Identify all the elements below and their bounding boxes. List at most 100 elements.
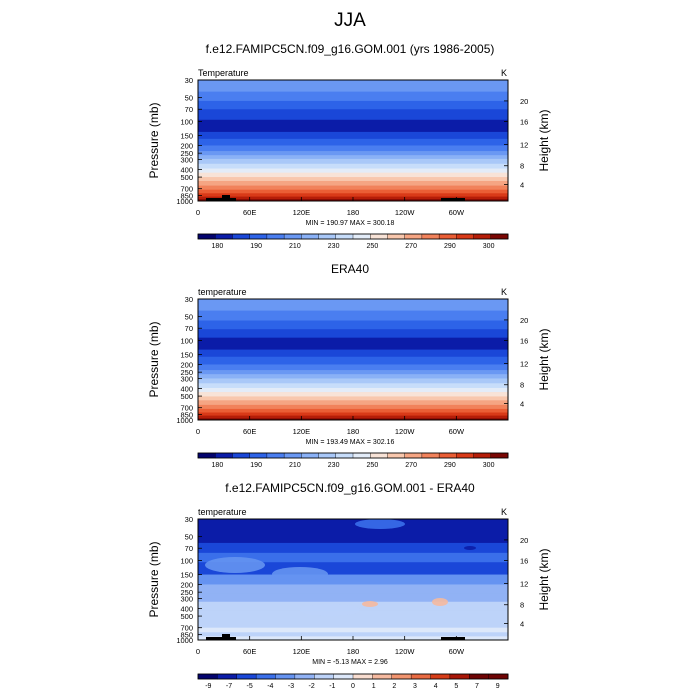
x-tick-label: 60W [449, 427, 465, 436]
colorbar-swatch [473, 452, 492, 459]
y-axis-label: Pressure (mb) [147, 321, 161, 397]
colorbar-swatch [449, 673, 470, 680]
colorbar-label: -4 [267, 683, 273, 690]
contour-band [198, 610, 508, 621]
x-tick-label: 60W [449, 647, 465, 656]
colorbar-label: 300 [483, 243, 495, 250]
colorbar-label: -2 [309, 683, 315, 690]
y-tick-label: 70 [185, 105, 193, 114]
contour-band [198, 519, 508, 544]
contour-band [198, 408, 508, 413]
y-tick-label: 1000 [176, 197, 193, 206]
y-tick-label: 850 [180, 191, 193, 200]
y-tick-label: 50 [185, 533, 193, 542]
y-axis-label: Pressure (mb) [147, 102, 161, 178]
y-right-tick-label: 4 [520, 620, 524, 629]
colorbar-label: 210 [289, 243, 301, 250]
colorbar-label: 7 [475, 683, 479, 690]
colorbar-swatch [404, 233, 423, 240]
y-right-tick-label: 8 [520, 162, 524, 171]
units-label: K [501, 68, 507, 78]
colorbar-swatch [333, 673, 354, 680]
colorbar-swatch [232, 452, 251, 459]
x-tick-label: 60E [243, 427, 256, 436]
contour-blob [432, 598, 448, 606]
stats-label: MIN = 190.97 MAX = 300.18 [306, 220, 395, 227]
y-tick-label: 250 [180, 588, 193, 597]
colorbar-swatch [387, 233, 406, 240]
variable-label: temperature [198, 287, 247, 297]
x-tick-label: 180 [347, 427, 360, 436]
y-tick-label: 700 [180, 624, 193, 633]
chart-panel-1: f.e12.FAMIPC5CN.f09_g16.GOM.001 (yrs 198… [147, 42, 551, 250]
y-tick-label: 500 [180, 392, 193, 401]
y-right-tick-label: 8 [520, 381, 524, 390]
x-tick-label: 120E [293, 427, 311, 436]
contour-band [198, 374, 508, 379]
y-tick-label: 300 [180, 594, 193, 603]
contour-band [198, 392, 508, 397]
topography-mask [441, 198, 465, 201]
x-tick-label: 120W [395, 427, 416, 436]
panel-title: f.e12.FAMIPC5CN.f09_g16.GOM.001 - ERA40 [225, 481, 475, 495]
y-right-tick-label: 12 [520, 580, 528, 589]
colorbar-label: 1 [372, 683, 376, 690]
colorbar-swatch [352, 673, 373, 680]
y-right-tick-label: 20 [520, 536, 528, 545]
contour-band [198, 109, 508, 121]
contour-blob [362, 601, 378, 607]
contour-band [198, 349, 508, 358]
contour-band [198, 320, 508, 330]
contour-band [198, 364, 508, 371]
y-tick-label: 250 [180, 149, 193, 158]
x-tick-label: 60E [243, 647, 256, 656]
colorbar-swatch [456, 452, 475, 459]
colorbar-label: 230 [328, 462, 340, 469]
colorbar-swatch [490, 452, 509, 459]
y-right-tick-label: 16 [520, 118, 528, 127]
colorbar-swatch [370, 233, 388, 240]
colorbar-swatch [335, 452, 354, 459]
colorbar-label: 0 [351, 683, 355, 690]
colorbar-swatch [352, 452, 371, 459]
colorbar-label: -1 [329, 683, 335, 690]
y-right-axis-label: Height (km) [537, 548, 551, 610]
colorbar-swatch [456, 233, 475, 240]
colorbar-swatch [404, 452, 423, 459]
y-tick-label: 850 [180, 630, 193, 639]
y-right-tick-label: 4 [520, 181, 524, 190]
colorbar-swatch [217, 673, 238, 680]
colorbar-swatch [335, 233, 354, 240]
colorbar-label: 5 [454, 683, 458, 690]
colorbar-frame [197, 452, 509, 459]
contour-band [198, 378, 508, 384]
colorbar-swatch [283, 452, 302, 459]
colorbar-swatch [249, 233, 268, 240]
contour-blob [205, 557, 265, 573]
y-tick-label: 30 [185, 515, 193, 524]
colorbar-label: 210 [289, 462, 301, 469]
x-tick-label: 120E [293, 647, 311, 656]
contour-band [198, 387, 508, 393]
figure-title: JJA [334, 10, 366, 31]
contour-band [198, 337, 508, 350]
x-tick-label: 120W [395, 647, 416, 656]
y-tick-label: 100 [180, 557, 193, 566]
colorbar-swatch [266, 452, 285, 459]
x-tick-label: 0 [196, 647, 200, 656]
colorbar-swatch [215, 452, 233, 459]
y-right-axis-label: Height (km) [537, 328, 551, 390]
units-label: K [501, 287, 507, 297]
colorbar-swatch [314, 673, 335, 680]
topography-mask [206, 198, 236, 201]
contour-band [198, 584, 508, 594]
y-tick-label: 100 [180, 337, 193, 346]
x-tick-label: 180 [347, 647, 360, 656]
colorbar-label: 300 [483, 462, 495, 469]
contour-band [198, 145, 508, 152]
colorbar-label: 180 [212, 243, 224, 250]
colorbar-swatch [294, 673, 315, 680]
y-tick-label: 70 [185, 544, 193, 553]
y-tick-label: 400 [180, 604, 193, 613]
